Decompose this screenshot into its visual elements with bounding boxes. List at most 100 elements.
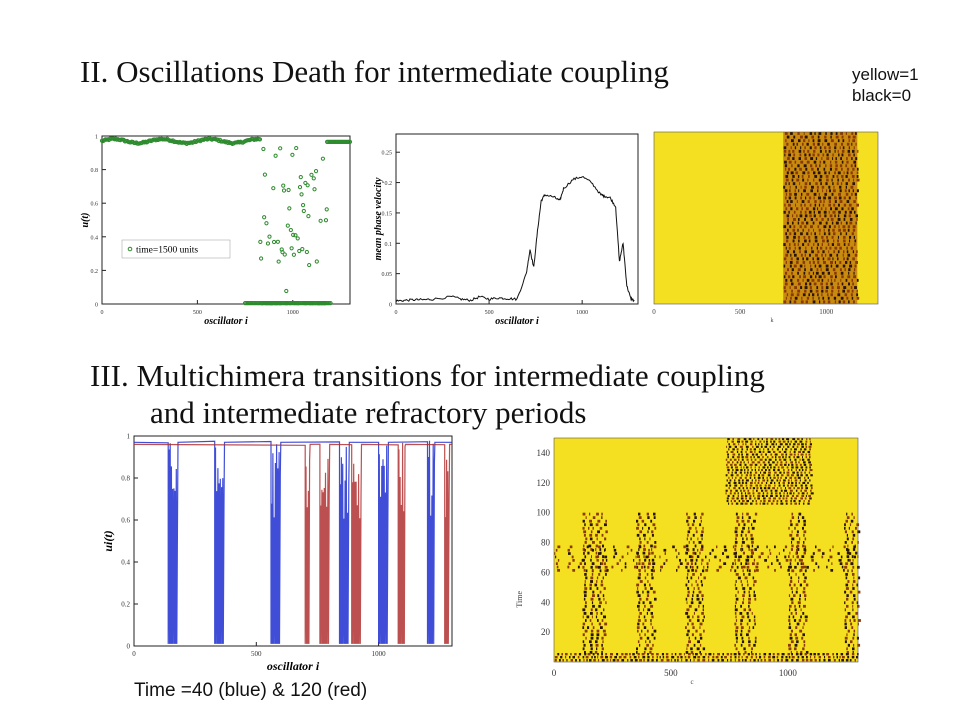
heatmap-cell xyxy=(784,545,788,549)
heatmap-cell xyxy=(649,651,652,654)
heatmap-cell xyxy=(801,555,805,558)
heatmap-cell xyxy=(663,562,666,565)
heatmap-cell xyxy=(820,182,822,186)
heatmap-cell xyxy=(810,484,813,487)
heatmap-cell xyxy=(856,656,859,659)
heatmap-cell xyxy=(688,541,690,544)
heatmap-cell xyxy=(754,640,757,644)
heatmap-cell xyxy=(849,619,851,622)
heatmap-cell xyxy=(795,489,798,492)
heatmap-cell xyxy=(826,157,830,160)
heatmap-cell xyxy=(678,552,680,555)
heatmap-cell xyxy=(788,594,791,597)
heatmap-cell xyxy=(759,656,762,659)
heatmap-cell xyxy=(747,530,751,534)
heatmap-cell xyxy=(796,207,799,211)
heatmap-cell xyxy=(645,597,649,601)
heatmap-cell xyxy=(835,157,837,160)
heatmap-cell xyxy=(851,626,854,629)
heatmap-cell xyxy=(805,300,808,304)
heatmap-cell xyxy=(769,548,771,552)
heatmap-cell xyxy=(600,562,604,565)
heatmap-cell xyxy=(595,615,598,619)
heatmap-cell xyxy=(775,456,777,459)
heatmap-cell xyxy=(844,601,846,605)
heatmap-cell xyxy=(832,153,834,157)
heatmap-cell xyxy=(598,545,601,549)
heatmap-cell xyxy=(746,500,749,503)
heatmap-cell xyxy=(814,200,817,203)
heatmap-cell xyxy=(750,440,753,443)
heatmap-cell xyxy=(740,619,743,622)
heatmap-cell xyxy=(732,545,735,549)
heatmap-cell xyxy=(791,139,794,143)
heatmap-cell xyxy=(692,615,694,619)
heatmap-cell xyxy=(840,278,842,282)
section-3-title-line1: III. Multichimera transitions for interm… xyxy=(90,358,765,393)
heatmap-cell xyxy=(810,487,813,490)
heatmap-cell xyxy=(744,469,746,472)
heatmap-cell xyxy=(649,601,652,605)
heatmap-cell xyxy=(589,512,591,516)
heatmap-cell xyxy=(601,653,603,656)
heatmap-cell xyxy=(844,268,846,272)
heatmap-cell xyxy=(761,443,763,446)
heatmap-cell xyxy=(596,580,598,583)
heatmap-cell xyxy=(700,573,702,576)
heatmap-cell xyxy=(691,622,694,626)
heatmap-cell xyxy=(847,275,851,279)
heatmap-cell xyxy=(851,207,854,211)
heatmap-cell xyxy=(595,565,598,569)
heatmap-cell xyxy=(800,146,802,150)
heatmap-cell xyxy=(787,653,790,656)
heatmap-cell xyxy=(840,132,843,135)
heatmap-cell xyxy=(785,296,787,300)
heatmap-cell xyxy=(785,167,787,171)
heatmap-cell xyxy=(825,282,828,286)
heatmap-cell xyxy=(741,456,744,459)
heatmap-cell xyxy=(568,562,571,565)
y-tick-label: 0.4 xyxy=(91,235,99,241)
data-point xyxy=(294,145,299,151)
heatmap-cell xyxy=(690,576,693,580)
heatmap-cell xyxy=(603,633,607,637)
heatmap-cell xyxy=(852,257,855,261)
heatmap-cell xyxy=(687,573,689,576)
heatmap-cell xyxy=(802,590,806,594)
heatmap-cell xyxy=(590,629,594,633)
heatmap-cell xyxy=(653,516,656,519)
heatmap-cell xyxy=(857,530,861,534)
heatmap-cell xyxy=(844,590,847,594)
heatmap-cell xyxy=(596,612,598,615)
heatmap-cell xyxy=(796,587,798,590)
heatmap-cell xyxy=(800,232,803,236)
heatmap-cell xyxy=(778,562,781,565)
heatmap-cell xyxy=(797,235,800,239)
heatmap-cell xyxy=(725,489,728,492)
heatmap-cell xyxy=(838,192,841,196)
heatmap-cell xyxy=(826,239,829,243)
heatmap-cell xyxy=(714,555,717,559)
heatmap-cell xyxy=(637,523,640,527)
heatmap-cell xyxy=(744,471,746,474)
heatmap-cell xyxy=(819,149,822,153)
heatmap-cell xyxy=(853,576,855,580)
heatmap-cell xyxy=(639,541,642,544)
data-point xyxy=(262,172,268,177)
heatmap-cell xyxy=(779,443,783,446)
heatmap-cell xyxy=(844,622,847,626)
heatmap-cell xyxy=(798,450,801,453)
heatmap-cell xyxy=(827,243,830,246)
heatmap-cell xyxy=(597,530,600,534)
heatmap-cell xyxy=(746,580,748,583)
heatmap-cell xyxy=(755,484,758,487)
heatmap-cell xyxy=(746,612,749,615)
section-2-title: II. Oscillations Death for intermediate … xyxy=(80,54,669,89)
heatmap-cell xyxy=(759,458,763,461)
heatmap-cell xyxy=(827,271,830,275)
heatmap-cell xyxy=(589,619,592,622)
heatmap-cell xyxy=(815,271,819,275)
heatmap-cell xyxy=(803,533,805,537)
heatmap-cell xyxy=(804,268,806,272)
